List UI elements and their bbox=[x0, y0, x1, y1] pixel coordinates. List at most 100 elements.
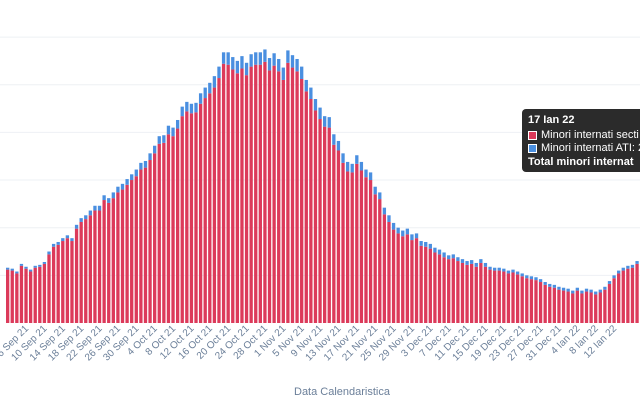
bar-ati bbox=[79, 218, 83, 222]
bar-ati bbox=[580, 290, 584, 294]
bar-ati bbox=[442, 252, 446, 258]
bar-ati bbox=[93, 205, 97, 211]
bar-ati bbox=[185, 101, 189, 112]
bar-ati bbox=[15, 271, 19, 274]
bar-ati bbox=[492, 267, 497, 271]
bar-ati bbox=[396, 227, 400, 234]
bar-ati bbox=[295, 58, 299, 72]
bar-ati bbox=[226, 52, 230, 65]
bar-ati bbox=[626, 265, 630, 269]
bar-sectii bbox=[258, 64, 262, 323]
bar-ati bbox=[277, 58, 281, 72]
bar-sectii bbox=[65, 238, 70, 323]
bar-sectii bbox=[286, 62, 290, 323]
bar-ati bbox=[130, 174, 134, 181]
bar-sectii bbox=[594, 294, 598, 323]
bar-ati bbox=[139, 162, 143, 170]
bar-ati bbox=[621, 267, 625, 271]
bar-sectii bbox=[226, 64, 230, 323]
bar-sectii bbox=[405, 234, 410, 323]
bar-ati bbox=[221, 52, 226, 64]
bar-ati bbox=[162, 135, 166, 143]
bar-sectii bbox=[171, 136, 175, 323]
bar-sectii bbox=[33, 267, 37, 323]
bar-sectii bbox=[79, 221, 83, 323]
bar-ati bbox=[566, 288, 570, 292]
bar-sectii bbox=[10, 270, 14, 323]
bar-sectii bbox=[621, 270, 625, 323]
bar-ati bbox=[42, 262, 47, 264]
bar-sectii bbox=[391, 229, 396, 323]
bar-sectii bbox=[612, 278, 616, 323]
bar-ati bbox=[258, 52, 262, 65]
bar-ati bbox=[479, 259, 483, 263]
bar-ati bbox=[212, 76, 217, 88]
bar-ati bbox=[557, 286, 561, 290]
bar-ati bbox=[355, 155, 359, 164]
bar-sectii bbox=[267, 70, 272, 323]
bar-ati bbox=[309, 87, 313, 100]
bar-sectii bbox=[437, 254, 442, 323]
bar-ati bbox=[254, 52, 258, 65]
bar-ati bbox=[350, 163, 354, 173]
bar-sectii bbox=[272, 65, 276, 323]
bar-ati bbox=[107, 198, 111, 203]
bar-ati bbox=[272, 53, 276, 66]
tooltip-row-sectii-label: Minori internati secti bbox=[541, 129, 639, 141]
bar-sectii bbox=[235, 73, 240, 323]
bar-sectii bbox=[543, 284, 547, 323]
bar-sectii bbox=[189, 113, 194, 323]
bar-sectii bbox=[120, 189, 125, 323]
bar-sectii bbox=[15, 273, 19, 323]
bar-sectii bbox=[323, 126, 327, 323]
bar-sectii bbox=[492, 270, 497, 323]
bar-sectii bbox=[162, 142, 166, 323]
bar-ati bbox=[571, 290, 575, 294]
bar-sectii bbox=[474, 266, 478, 323]
bar-sectii bbox=[368, 180, 373, 323]
bar-sectii bbox=[419, 245, 423, 323]
bar-sectii bbox=[240, 68, 244, 323]
bar-ati bbox=[345, 161, 350, 172]
bar-ati bbox=[84, 215, 88, 220]
bar-sectii bbox=[479, 262, 483, 323]
bar-sectii bbox=[231, 69, 235, 323]
legend-swatch-sectii bbox=[528, 131, 537, 140]
bar-ati bbox=[488, 266, 492, 270]
bar-ati bbox=[318, 107, 322, 120]
bar-ati bbox=[428, 243, 432, 249]
bar-sectii bbox=[589, 292, 593, 323]
bar-ati bbox=[19, 263, 24, 266]
bar-sectii bbox=[111, 198, 115, 323]
bar-sectii bbox=[38, 266, 42, 323]
bar-sectii bbox=[212, 87, 217, 323]
bar-ati bbox=[497, 267, 501, 271]
bar-sectii bbox=[244, 75, 249, 323]
bar-sectii bbox=[332, 144, 336, 323]
bar-sectii bbox=[387, 221, 391, 323]
bar-sectii bbox=[410, 240, 414, 323]
bar-sectii bbox=[309, 99, 313, 323]
bar-ati bbox=[327, 117, 331, 128]
bar-ati bbox=[603, 286, 607, 290]
bar-sectii bbox=[93, 210, 97, 323]
bar-sectii bbox=[506, 273, 511, 323]
bar-ati bbox=[153, 145, 157, 154]
bar-ati bbox=[437, 249, 442, 255]
bar-sectii bbox=[254, 64, 258, 323]
bar-ati bbox=[88, 210, 93, 216]
bar-ati bbox=[359, 161, 364, 171]
bar-ati bbox=[598, 289, 602, 293]
bar-ati bbox=[74, 224, 79, 229]
bar-ati bbox=[387, 215, 391, 222]
bar-ati bbox=[33, 265, 37, 268]
bar-ati bbox=[332, 134, 336, 145]
bar-ati bbox=[47, 251, 51, 255]
bar-ati bbox=[584, 288, 589, 292]
bar-ati bbox=[267, 58, 272, 71]
bar-sectii bbox=[345, 171, 350, 323]
bar-ati bbox=[433, 247, 437, 253]
bar-ati bbox=[543, 282, 547, 285]
tooltip-row-sectii: Minori internati secti bbox=[528, 129, 640, 142]
